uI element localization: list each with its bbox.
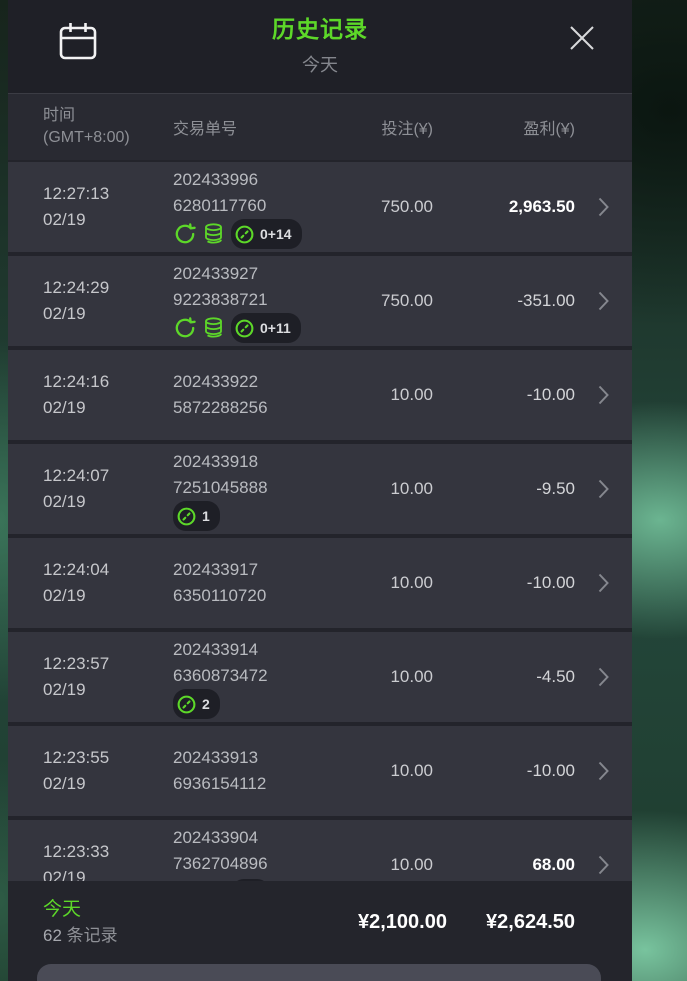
chevron-right-icon	[575, 290, 632, 312]
row-bet-amount: 10.00	[390, 855, 433, 874]
row-profit-amount: 68.00	[532, 855, 575, 874]
table-row[interactable]: 12:27:13 02/19 202433996 6280117760	[8, 162, 632, 252]
row-bet-amount: 10.00	[390, 385, 433, 404]
chevron-right-icon	[575, 196, 632, 218]
free-spins-badge: 0+11	[231, 313, 301, 343]
chevron-right-icon	[575, 478, 632, 500]
row-feature-icons: 1	[173, 501, 358, 531]
column-header-profit: 盈利(¥)	[523, 121, 575, 138]
row-profit-amount: -10.00	[526, 385, 575, 404]
row-profit-amount: -10.00	[526, 573, 575, 592]
free-spins-badge	[231, 879, 270, 881]
history-modal: 历史记录 今天 时间 (GMT+8:00) 交易单号 投注(¥) 盈利(¥) 1…	[8, 0, 632, 981]
summary-footer: 今天 62 条记录 ¥2,100.00 ¥2,624.50	[8, 881, 632, 981]
row-time: 12:24:16 02/19	[43, 372, 110, 417]
row-time: 12:23:57 02/19	[43, 654, 110, 699]
row-bet-amount: 10.00	[390, 667, 433, 686]
refresh-icon	[173, 316, 197, 340]
record-count: 62 条记录	[43, 925, 118, 945]
table-row[interactable]: 12:24:04 02/19 202433917 6350110720 10.00 …	[8, 538, 632, 628]
row-time: 12:23:33 02/19	[43, 842, 110, 881]
refresh-icon	[173, 222, 197, 246]
free-spins-badge: 0+14	[231, 219, 302, 249]
row-order: 202433917 6350110720	[173, 560, 267, 605]
spin-icon	[234, 224, 255, 245]
title-block: 历史记录 今天	[8, 10, 632, 77]
row-time: 12:24:04 02/19	[43, 560, 110, 605]
chevron-right-icon	[575, 760, 632, 782]
table-row[interactable]: 12:24:16 02/19 202433922 5872288256 10.00 …	[8, 350, 632, 440]
calendar-icon	[54, 17, 102, 65]
row-profit-amount: -9.50	[536, 479, 575, 498]
chevron-right-icon	[575, 666, 632, 688]
chevron-right-icon	[575, 384, 632, 406]
row-order: 202433996 6280117760	[173, 167, 358, 249]
row-order: 202433927 9223838721	[173, 261, 358, 343]
row-bet-amount: 10.00	[390, 573, 433, 592]
row-order: 202433914 6360873472 2	[173, 637, 358, 719]
row-bet-amount: 10.00	[390, 761, 433, 780]
row-bet-amount: 750.00	[381, 291, 433, 310]
coins-icon	[202, 222, 226, 246]
row-time: 12:24:29 02/19	[43, 278, 110, 323]
column-header-order: 交易单号	[173, 121, 238, 138]
total-profit: ¥2,624.50	[486, 911, 575, 933]
row-order: 202433918 7251045888 1	[173, 449, 358, 531]
summary-period-label: 今天	[43, 898, 82, 920]
row-profit-amount: -351.00	[517, 291, 575, 310]
row-time: 12:24:07 02/19	[43, 466, 110, 511]
spin-icon	[176, 694, 197, 715]
row-order: 202433913 6936154112	[173, 748, 267, 793]
table-row[interactable]: 12:24:29 02/19 202433927 9223838721	[8, 256, 632, 346]
chevron-right-icon	[575, 572, 632, 594]
summary-left: 今天 62 条记录	[43, 897, 358, 949]
free-spins-badge: 1	[173, 501, 220, 531]
row-time: 12:27:13 02/19	[43, 184, 110, 229]
table-row[interactable]: 12:24:07 02/19 202433918 7251045888 1	[8, 444, 632, 534]
table-row[interactable]: 12:23:57 02/19 202433914 6360873472 2	[8, 632, 632, 722]
coins-icon	[202, 316, 226, 340]
table-header: 时间 (GMT+8:00) 交易单号 投注(¥) 盈利(¥)	[8, 93, 632, 160]
row-profit-amount: 2,963.50	[508, 197, 575, 216]
row-bet-amount: 750.00	[381, 197, 433, 216]
row-feature-icons: 2	[173, 689, 358, 719]
row-profit-amount: -10.00	[526, 761, 575, 780]
close-icon	[562, 18, 602, 58]
column-header-bet: 投注(¥)	[381, 121, 433, 138]
row-time: 12:23:55 02/19	[43, 748, 110, 793]
spin-icon	[234, 318, 255, 339]
title-bar: 历史记录 今天	[8, 0, 632, 93]
total-bet: ¥2,100.00	[358, 911, 447, 933]
row-order: 202433904 7362704896	[173, 825, 358, 881]
close-button[interactable]	[552, 8, 612, 68]
history-list: 12:27:13 02/19 202433996 6280117760	[8, 160, 632, 881]
row-order: 202433922 5872288256	[173, 372, 268, 417]
table-row[interactable]: 12:23:33 02/19 202433904 7362704896	[8, 820, 632, 881]
chevron-right-icon	[575, 854, 632, 876]
row-feature-icons	[173, 879, 358, 881]
column-header-time: 时间 (GMT+8:00)	[43, 107, 130, 146]
bottom-action-button[interactable]	[37, 964, 601, 981]
page-title: 历史记录	[272, 16, 368, 42]
row-profit-amount: -4.50	[536, 667, 575, 686]
free-spins-badge: 2	[173, 689, 220, 719]
spin-icon	[176, 506, 197, 527]
table-row[interactable]: 12:23:55 02/19 202433913 6936154112 10.00 …	[8, 726, 632, 816]
row-feature-icons: 0+11	[173, 313, 358, 343]
date-filter-label: 今天	[302, 55, 338, 75]
row-bet-amount: 10.00	[390, 479, 433, 498]
calendar-button[interactable]	[47, 10, 109, 72]
row-feature-icons: 0+14	[173, 219, 358, 249]
